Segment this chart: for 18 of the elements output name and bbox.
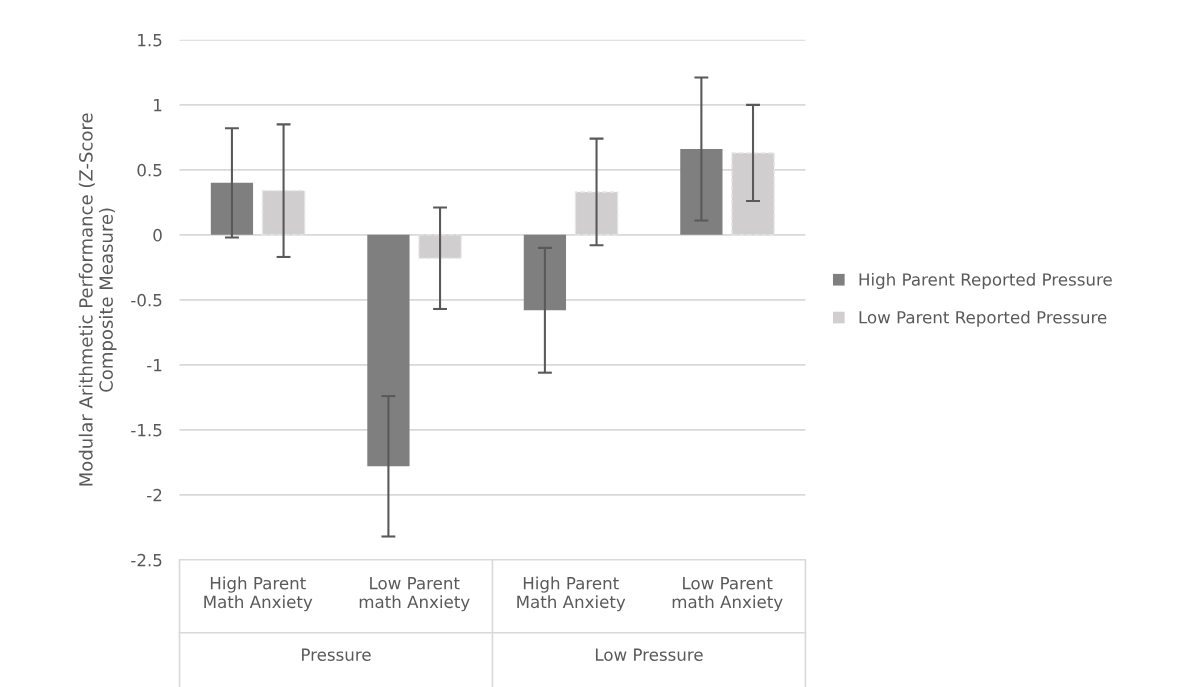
legend-label: High Parent Reported Pressure xyxy=(859,272,1112,290)
y-tick-label: 1 xyxy=(154,99,162,112)
text: Low Pressure xyxy=(595,648,703,661)
y-tick-label: -0.5 xyxy=(131,293,162,307)
legend-label: Low Parent Reported Pressure xyxy=(859,310,1107,327)
text: Pressure xyxy=(302,648,371,661)
y-tick-label: 0.5 xyxy=(137,163,162,177)
x-tick-label: Low Parent math Anxiety xyxy=(359,577,470,612)
y-tick-label: 1.5 xyxy=(138,34,162,47)
y-tick-label: 0 xyxy=(153,228,162,242)
x-tick-label: Low Parent math Anxiety xyxy=(672,577,783,612)
x-tick-label: High Parent Math Anxiety xyxy=(517,576,626,612)
y-tick-label: -1 xyxy=(147,359,162,372)
y-axis-title: Modular Arithmetic Performance (Z-Score Composite Measure) xyxy=(78,113,117,486)
y-tick-label: -1.5 xyxy=(131,424,162,437)
x-tick-label: High Parent Math Anxiety xyxy=(204,576,313,612)
y-tick-label: -2.5 xyxy=(131,553,162,567)
y-tick-label: -2 xyxy=(147,488,162,502)
